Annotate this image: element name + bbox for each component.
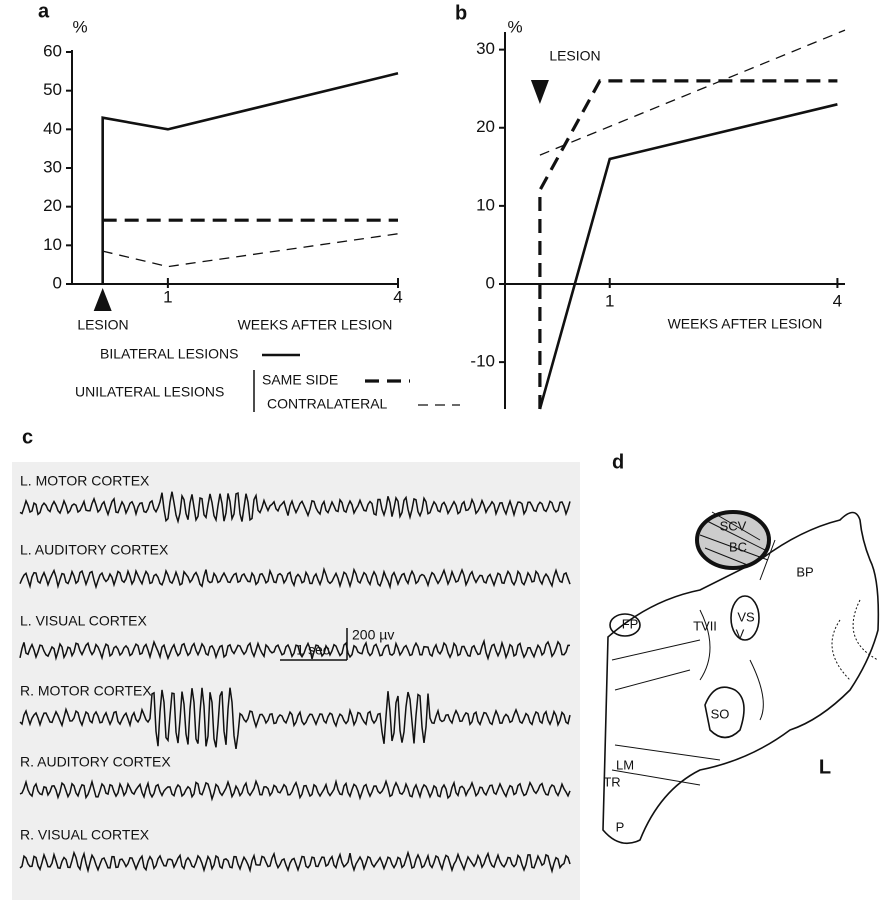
- so-outline: [704, 686, 745, 739]
- legend-label: BILATERAL LESIONS: [100, 346, 239, 362]
- trace-label: R. VISUAL CORTEX: [20, 827, 150, 843]
- structure-label: TR: [603, 774, 620, 789]
- trace-label: R. MOTOR CORTEX: [20, 683, 152, 699]
- y-tick-label: 50: [43, 80, 62, 99]
- structure-label: V: [736, 626, 745, 641]
- y-tick-label: -10: [470, 352, 495, 371]
- trace-label: L. AUDITORY CORTEX: [20, 542, 169, 558]
- y-tick-label: 0: [486, 273, 495, 292]
- panel-label: d: [612, 451, 624, 473]
- x-tick-label: 4: [833, 291, 842, 310]
- y-tick-label: 0: [53, 273, 62, 292]
- hatching: [699, 511, 769, 567]
- eeg-trace: [19, 778, 571, 802]
- eeg-trace: [19, 566, 571, 590]
- series-line: [539, 29, 846, 156]
- legend-group: UNILATERAL LESIONS: [75, 384, 224, 400]
- y-tick-label: 10: [476, 195, 495, 214]
- y-tick-label: 20: [476, 117, 495, 136]
- structure-label: LM: [616, 757, 634, 772]
- fp-outline: [609, 613, 641, 637]
- panel-label: b: [455, 2, 467, 24]
- y-unit: %: [507, 17, 522, 36]
- structure-label: SCV: [720, 518, 747, 533]
- structure-label: BC: [729, 539, 747, 554]
- y-tick-label: 40: [43, 119, 62, 138]
- structure-label: P: [616, 819, 625, 834]
- x-tick-label: 4: [393, 287, 402, 306]
- y-tick-label: 30: [43, 157, 62, 176]
- lesion-marker: [530, 80, 549, 104]
- panel-c-background: [12, 462, 580, 900]
- structure-label: VS: [737, 609, 755, 624]
- fiber-lines: [611, 539, 776, 786]
- trace-label: L. MOTOR CORTEX: [20, 473, 150, 489]
- structure-label: FP: [622, 616, 639, 631]
- structure-label: BP: [796, 564, 813, 579]
- series-line: [538, 79, 838, 409]
- y-tick-label: 60: [43, 41, 62, 60]
- x-axis-label: WEEKS AFTER LESION: [238, 317, 393, 333]
- time-scale-label: 1 sec: [296, 642, 329, 658]
- eeg-trace: [19, 687, 571, 750]
- lesion-annotation: LESION: [549, 48, 600, 64]
- section-outline: [602, 511, 880, 845]
- x-axis-label: WEEKS AFTER LESION: [668, 316, 823, 332]
- amp-scale-label: 200 µv: [352, 627, 394, 643]
- structure-label: TVII: [693, 618, 717, 633]
- y-tick-label: 20: [43, 196, 62, 215]
- legend-label: SAME SIDE: [262, 372, 338, 388]
- trace-label: L. VISUAL CORTEX: [20, 613, 147, 629]
- eeg-trace: [19, 491, 571, 525]
- x-tick-label: 1: [163, 287, 172, 306]
- series-line: [538, 103, 838, 410]
- y-tick-label: 10: [43, 235, 62, 254]
- series-line: [101, 72, 399, 284]
- dotted-outline: [831, 599, 879, 681]
- eeg-trace: [19, 638, 570, 662]
- legend-label: CONTRALATERAL: [267, 396, 388, 412]
- structure-label: SO: [711, 706, 730, 721]
- trace-label: R. AUDITORY CORTEX: [20, 754, 171, 770]
- vs-outline: [730, 595, 760, 641]
- panel-label: a: [38, 0, 50, 22]
- panel-label: c: [22, 426, 33, 448]
- y-tick-label: 30: [476, 39, 495, 58]
- y-unit: %: [72, 17, 87, 36]
- lesion-annotation: LESION: [77, 317, 128, 333]
- lesion-marker: [93, 288, 112, 311]
- structure-label: L: [819, 756, 831, 778]
- brain-section: [602, 510, 880, 845]
- x-tick-label: 1: [605, 291, 614, 310]
- eeg-trace: [19, 850, 571, 874]
- series-line: [102, 233, 399, 268]
